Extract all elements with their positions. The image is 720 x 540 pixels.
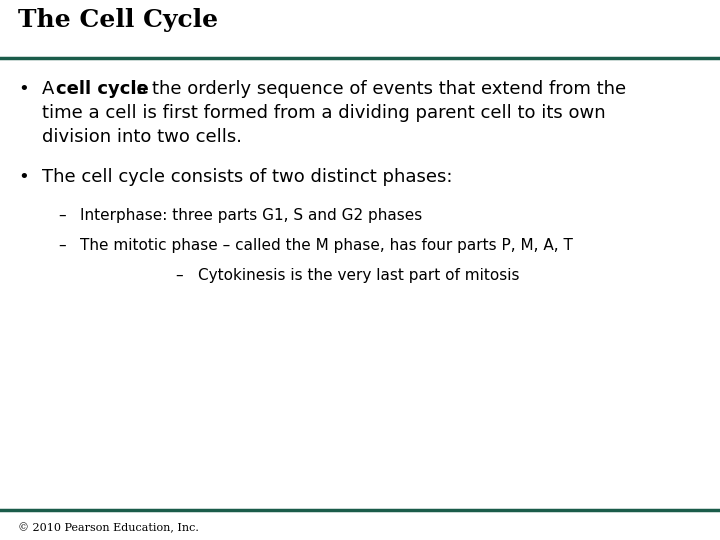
Text: cell cycle: cell cycle xyxy=(56,80,149,98)
Text: •: • xyxy=(18,168,29,186)
Text: time a cell is first formed from a dividing parent cell to its own: time a cell is first formed from a divid… xyxy=(42,104,606,122)
Text: The Cell Cycle: The Cell Cycle xyxy=(18,8,218,32)
Text: –: – xyxy=(58,208,66,223)
Text: A: A xyxy=(42,80,60,98)
Text: division into two cells.: division into two cells. xyxy=(42,128,242,146)
Text: The mitotic phase – called the M phase, has four parts P, M, A, T: The mitotic phase – called the M phase, … xyxy=(80,238,573,253)
Text: –: – xyxy=(58,238,66,253)
Text: © 2010 Pearson Education, Inc.: © 2010 Pearson Education, Inc. xyxy=(18,523,199,534)
Text: is the orderly sequence of events that extend from the: is the orderly sequence of events that e… xyxy=(126,80,626,98)
Text: –: – xyxy=(175,268,183,283)
Text: •: • xyxy=(18,80,29,98)
Text: Cytokinesis is the very last part of mitosis: Cytokinesis is the very last part of mit… xyxy=(198,268,520,283)
Text: Interphase: three parts G1, S and G2 phases: Interphase: three parts G1, S and G2 pha… xyxy=(80,208,422,223)
Text: The cell cycle consists of two distinct phases:: The cell cycle consists of two distinct … xyxy=(42,168,452,186)
